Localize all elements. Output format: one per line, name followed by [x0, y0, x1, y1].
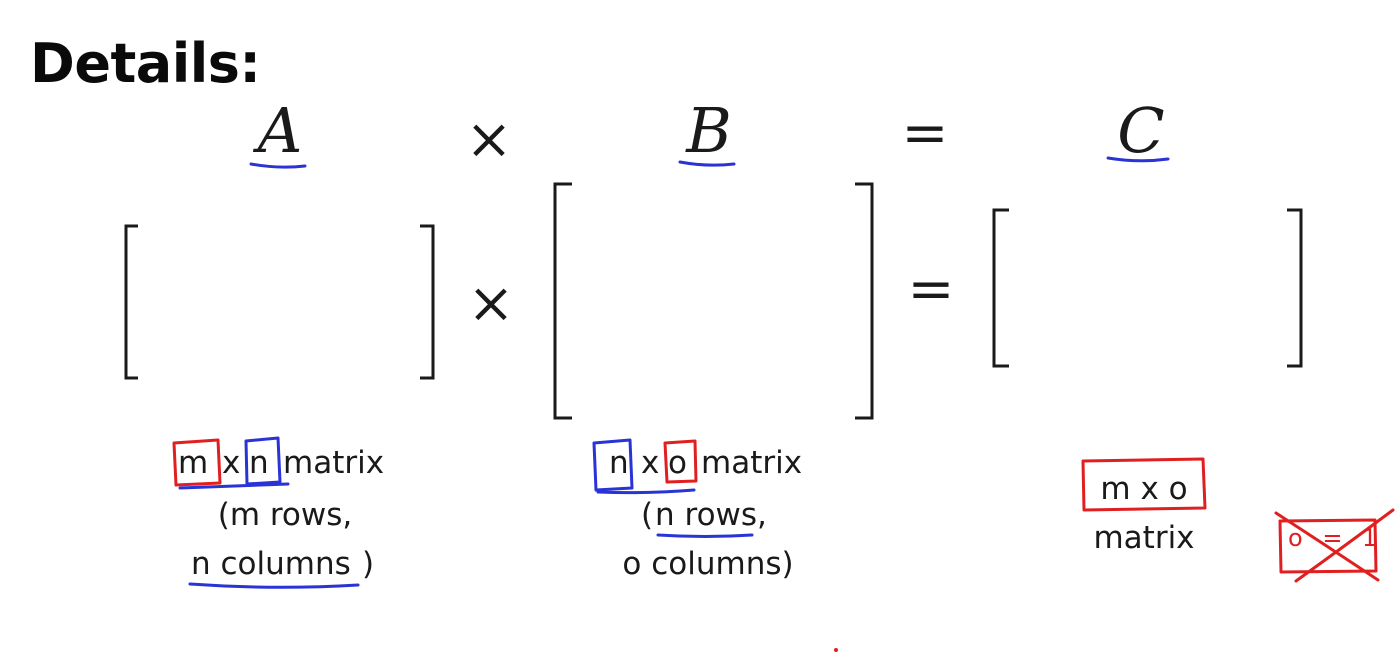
bracket-b-left: [553, 182, 572, 420]
matrix-c-symbol: C: [1117, 94, 1165, 167]
box-crossed-note: [1278, 518, 1378, 574]
cross-stroke-1: [1274, 511, 1380, 582]
matrix-c-word: matrix: [1093, 520, 1195, 556]
matrix-a-symbol: A: [257, 94, 303, 167]
bracket-b-right: [855, 182, 874, 420]
times-symbol-middle: ×: [467, 271, 515, 336]
bracket-a-right: [420, 224, 435, 380]
equals-symbol-top: =: [901, 101, 949, 166]
slide-title: Details:: [30, 32, 261, 95]
times-symbol-top: ×: [465, 107, 513, 172]
underline-a: [249, 162, 307, 169]
bracket-a-left: [124, 224, 138, 380]
matrix-b-dim-o: o: [668, 445, 687, 481]
matrix-a-columns: n columns: [191, 546, 351, 582]
stray-ink-dot: [834, 648, 838, 652]
matrix-b-rows: n rows,: [655, 497, 767, 533]
underline-b: [678, 160, 736, 167]
matrix-a-dim-x: x: [222, 445, 241, 481]
matrix-b-columns: o columns): [622, 546, 794, 582]
box-a-m: [172, 438, 222, 487]
matrix-a-word: matrix: [283, 445, 385, 481]
equals-symbol-middle: =: [907, 257, 955, 322]
box-c-dims: [1081, 457, 1207, 512]
underline-b-rows: [656, 533, 754, 538]
matrix-b-dim-x: x: [641, 445, 660, 481]
crossed-out-note: o = 1: [1288, 524, 1384, 552]
underline-c: [1106, 156, 1170, 163]
underline-b-dims: [596, 488, 696, 495]
matrix-b-rows-open: (: [641, 497, 654, 533]
underline-a-columns: [188, 582, 360, 589]
matrix-b-symbol: B: [686, 94, 732, 167]
cross-stroke-2: [1294, 508, 1395, 583]
matrix-b-word: matrix: [701, 445, 803, 481]
underline-a-dims: [178, 482, 290, 490]
bracket-c-left: [992, 208, 1009, 368]
matrix-c-dims: m x o: [1100, 471, 1188, 507]
box-b-n: [592, 438, 634, 492]
box-a-n: [244, 436, 282, 486]
matrix-a-columns-close: ): [362, 546, 375, 582]
matrix-a-dim-m: m: [178, 445, 209, 481]
matrix-b-dim-n: n: [609, 445, 629, 481]
box-b-o: [663, 439, 698, 484]
matrix-a-rows: (m rows,: [217, 497, 353, 533]
matrix-a-dim-n: n: [249, 445, 269, 481]
bracket-c-right: [1287, 208, 1303, 368]
